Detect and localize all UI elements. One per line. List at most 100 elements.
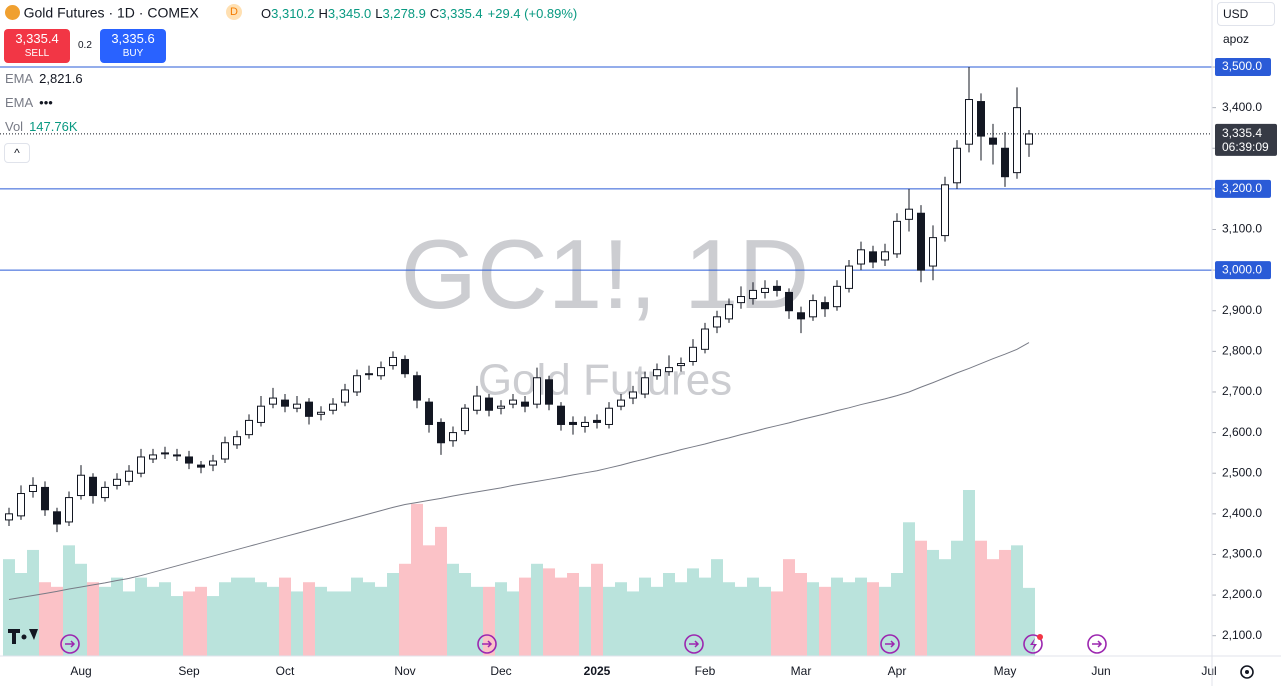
ema-line [8,342,1030,601]
candle-body [257,405,265,423]
candle-body [797,312,805,320]
volume-bar [231,577,243,656]
candle-body [437,421,445,444]
delay-badge[interactable]: D [226,4,242,20]
indicator-row[interactable]: Vol 147.76K [5,119,78,134]
symbol-header: Gold Futures · 1D · COMEX [5,4,199,21]
sell-button[interactable]: 3,335.4 SELL [4,29,70,63]
indicator-name: EMA [5,71,34,86]
buy-button[interactable]: 3,335.6 BUY [100,29,166,63]
candle-body [1025,133,1033,145]
candle-body [689,346,697,363]
last-price-bg [1215,123,1277,156]
event-icon[interactable] [1023,634,1043,654]
hline-label: 3,500.0 [1222,59,1262,73]
candle-body [29,484,37,492]
logo-shape [8,629,38,644]
candle-body [617,399,625,407]
ohlc-value: 3,278.9 [382,6,426,21]
candle-body [713,316,721,328]
event-icon[interactable] [880,634,900,654]
candle-body [1013,107,1021,174]
spread: 0.2 [78,40,92,51]
volume-bar [423,545,435,656]
volume-bar [111,577,123,656]
x-tick-label: Aug [70,664,91,678]
candle-body [497,405,505,409]
volume-bar [1011,545,1023,656]
volume-bar [603,586,615,656]
volume-bar [315,586,327,656]
volume-bar [219,582,231,656]
candle-body [473,395,481,411]
indicator-row[interactable]: EMA ••• [5,95,53,110]
change: +29.4 (+0.89%) [487,6,578,21]
hline-label-bg [1215,261,1271,280]
volume-bar [483,586,495,656]
volume-bar [495,582,507,656]
gear[interactable] [1240,665,1254,679]
user-label[interactable]: apoz [1217,27,1275,51]
candle-body [773,285,781,291]
volume-bar [951,540,963,656]
ohlc-values: O3,310.2 H3,345.0 L3,278.9 C3,335.4 +29.4 (+… [257,6,577,21]
candle-body [245,419,253,436]
volume-bar [831,577,843,656]
volume-bar [363,582,375,656]
volume-bar [243,577,255,656]
event-icons[interactable] [60,634,1107,654]
volume-bar [591,563,603,656]
candle-body [809,300,817,318]
candle-body [425,401,433,425]
currency-select[interactable]: USD [1217,2,1275,26]
volume-bar [399,563,411,656]
event-icon[interactable] [684,634,704,654]
volume-bar [555,577,567,656]
event-icon[interactable] [1087,634,1107,654]
candle-body [677,363,685,367]
candle-body [509,399,517,405]
watermark-name: Gold Futures [478,356,732,405]
ohlc-label: H [318,6,328,21]
volume-bar [159,582,171,656]
volume-bar [723,582,735,656]
volume-bar [975,540,987,656]
volume-bar [711,559,723,656]
indicator-row[interactable]: EMA 2,821.6 [5,71,83,86]
hline-label: 3,200.0 [1222,181,1262,195]
candle-body [377,367,385,377]
candle-body [185,456,193,464]
candle-body [953,147,961,184]
volume-bar [783,559,795,656]
volume-bar [291,591,303,656]
volume-bar [795,573,807,656]
volume-bar [63,545,75,656]
event-icon[interactable] [477,634,497,654]
x-tick-label: Mar [791,664,812,678]
event-arrow [482,640,493,648]
event-icon[interactable] [60,634,80,654]
symbol-title: Gold Futures · 1D · COMEX [23,4,199,21]
volume-bar [639,577,651,656]
candle-body [965,99,973,145]
volume-bar [735,586,747,656]
collapse-button[interactable]: ^ [4,143,30,163]
candle-body [557,405,565,425]
settings-gear[interactable] [1240,665,1254,679]
volume-bar [987,559,999,656]
candle-body [161,452,169,455]
candle-body [413,375,421,401]
candle-body [365,373,373,376]
candle-body [569,421,577,425]
candle-body [857,249,865,265]
volume-bar [615,582,627,656]
countdown: 06:39:09 [1222,140,1269,154]
candle-body [317,411,325,415]
volume-bar [39,582,51,656]
sell-label: SELL [24,48,50,59]
x-tick-label: Dec [490,664,511,678]
candle-body [725,304,733,320]
candle-body [833,285,841,308]
buy-price: 3,335.6 [111,31,155,46]
